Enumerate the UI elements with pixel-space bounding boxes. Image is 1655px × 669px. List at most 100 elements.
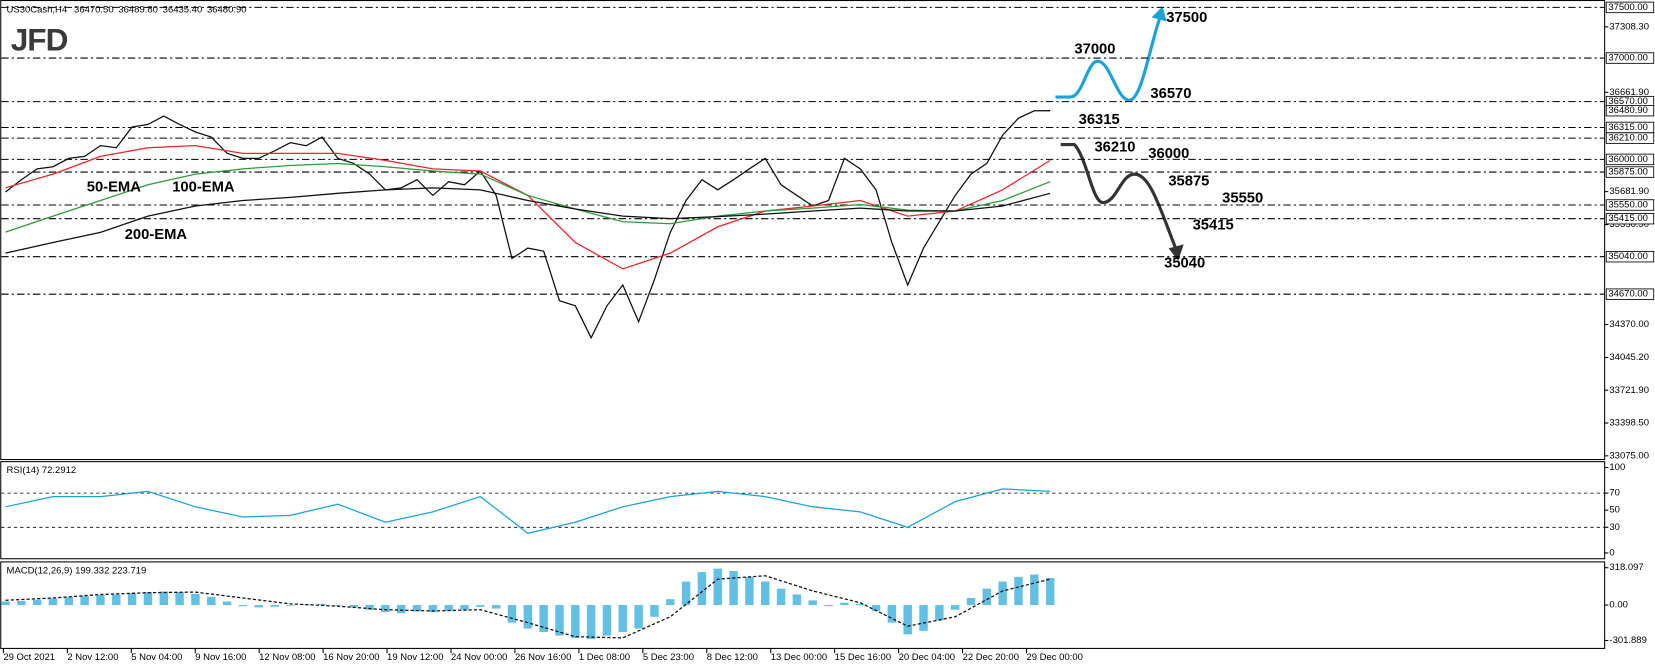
low: 36435.40	[163, 4, 203, 15]
histogram-bar	[507, 605, 517, 623]
histogram-bar	[428, 605, 438, 613]
y-tick-label: 33721.90	[1609, 385, 1649, 396]
histogram-bar	[887, 605, 897, 623]
histogram-bar	[618, 605, 628, 633]
histogram-bar	[808, 600, 817, 606]
histogram-bar	[32, 599, 42, 606]
histogram-bar	[1, 601, 10, 606]
annotation: 35875	[1168, 173, 1209, 189]
y-tick-label: 33398.50	[1609, 418, 1649, 429]
histogram-bar	[840, 602, 849, 606]
histogram-bar	[365, 605, 374, 610]
y-tick-label: -301.889	[1609, 635, 1646, 646]
open: 36470.50	[74, 4, 114, 15]
level-label: 37500.00	[1608, 2, 1648, 13]
histogram-bar	[666, 599, 675, 606]
level-label-box	[1605, 212, 1655, 225]
x-tick-label: 8 Dec 12:00	[707, 652, 758, 663]
ema-label: 100-EMA	[172, 180, 235, 196]
symbol: US30Cash,H4	[7, 4, 68, 15]
ema-line	[5, 144, 1051, 270]
histogram-bar	[950, 605, 960, 610]
annotation: 36315	[1079, 112, 1120, 128]
x-tick-label: 15 Dec 16:00	[835, 652, 891, 663]
histogram-bar	[634, 605, 643, 629]
level-label-box	[1605, 199, 1655, 211]
histogram-bar	[491, 605, 501, 609]
histogram-bar	[460, 605, 469, 610]
main-panel	[0, 0, 1606, 461]
annotation: 37000	[1074, 42, 1115, 58]
y-tick-label: 30	[1609, 522, 1620, 533]
level-label: 35550.00	[1608, 200, 1648, 211]
histogram-bar	[792, 594, 802, 606]
histogram-bar	[539, 605, 548, 633]
level-label-box	[1605, 1, 1655, 14]
logo: JFD	[11, 22, 68, 58]
close: 36480.90	[207, 4, 247, 15]
histogram-bar	[444, 605, 453, 611]
y-tick-label: 34045.20	[1609, 352, 1649, 363]
histogram-bar	[935, 605, 944, 621]
histogram-bar	[381, 605, 390, 613]
histogram-bar	[650, 605, 659, 617]
ema-line	[5, 187, 1051, 254]
histogram-bar	[476, 605, 485, 607]
histogram-bar	[396, 605, 406, 614]
price-label-box	[1605, 104, 1655, 117]
histogram-bar	[1045, 578, 1055, 606]
histogram-bar	[333, 605, 343, 606]
histogram-bar	[681, 581, 691, 606]
histogram-bar	[966, 597, 976, 606]
histogram-bar	[222, 601, 232, 606]
y-tick-label: 70	[1609, 488, 1620, 499]
level-label-box	[1605, 288, 1655, 300]
histogram-bar	[1014, 576, 1023, 606]
histogram-bar	[745, 576, 754, 606]
level-label: 34670.00	[1608, 289, 1648, 300]
histogram-bar	[317, 603, 327, 606]
histogram-bar	[776, 588, 786, 606]
histogram-bar	[175, 592, 184, 606]
histogram-bar	[286, 605, 295, 606]
histogram-bar	[48, 598, 58, 606]
y-tick-label: 36661.90	[1609, 87, 1649, 98]
histogram-bar	[112, 594, 121, 606]
y-tick-label: 318.097	[1609, 562, 1643, 573]
ema-label: 200-EMA	[125, 227, 188, 243]
histogram-bar	[17, 600, 26, 606]
histogram-bar	[349, 605, 358, 608]
histogram-bar	[855, 603, 865, 606]
histogram-bar	[1030, 574, 1039, 606]
series-line	[5, 110, 1051, 340]
histogram-bar	[998, 581, 1007, 606]
histogram-bar	[207, 596, 216, 606]
histogram-bar	[64, 597, 74, 606]
y-tick-label: 34370.00	[1609, 319, 1649, 330]
annotation: 35550	[1222, 190, 1263, 206]
histogram-bar	[127, 593, 137, 606]
histogram-bar	[602, 605, 612, 636]
bull-scenario	[1055, 14, 1163, 102]
x-tick-label: 22 Dec 20:00	[963, 652, 1019, 663]
y-tick-label: 35356.50	[1609, 219, 1649, 230]
histogram-bar	[713, 568, 722, 606]
x-tick-label: 26 Nov 16:00	[515, 652, 571, 663]
x-tick-label: 16 Nov 20:00	[323, 652, 379, 663]
level-label: 36315.00	[1608, 122, 1648, 133]
histogram-bar	[571, 605, 580, 638]
annotation: 35415	[1193, 218, 1234, 234]
histogram-bar	[254, 605, 263, 608]
level-label-box	[1605, 132, 1655, 144]
histogram-bar	[919, 605, 928, 631]
x-tick-label: 19 Nov 12:00	[387, 652, 443, 663]
histogram-bar	[412, 605, 422, 612]
histogram-bar	[729, 570, 738, 606]
x-tick-label: 13 Dec 00:00	[771, 652, 827, 663]
y-tick-label: 0.00	[1609, 600, 1627, 611]
histogram-bar	[159, 591, 168, 606]
x-tick-label: 12 Nov 08:00	[259, 652, 315, 663]
price-label: 36480.90	[1608, 105, 1648, 116]
level-label-box	[1605, 52, 1655, 64]
